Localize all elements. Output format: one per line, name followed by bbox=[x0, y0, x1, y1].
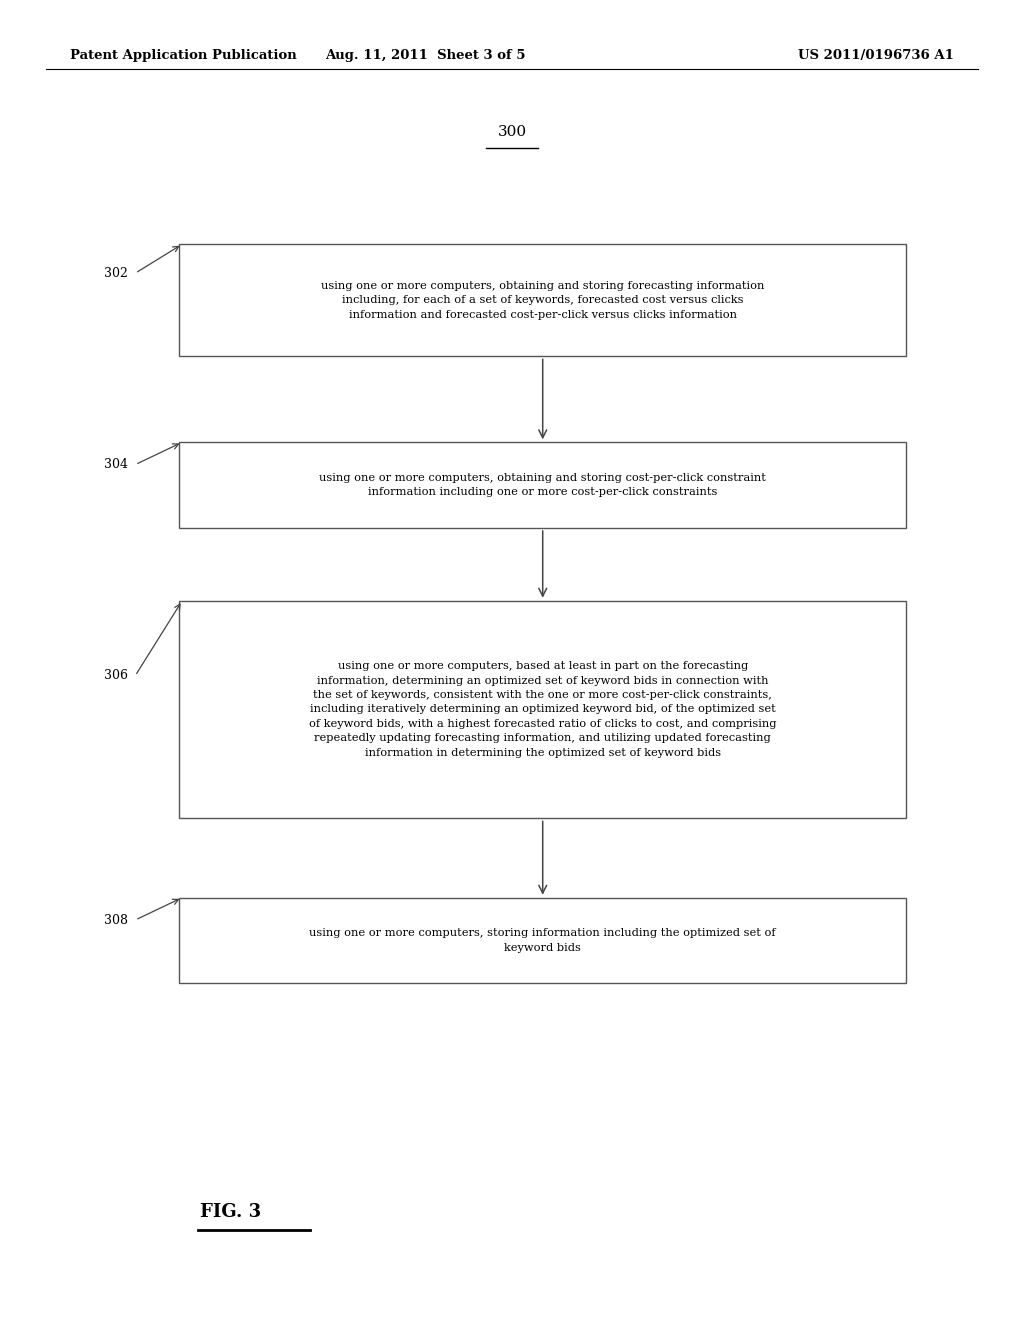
Text: 302: 302 bbox=[104, 267, 128, 280]
FancyBboxPatch shape bbox=[179, 244, 906, 356]
FancyBboxPatch shape bbox=[179, 601, 906, 818]
Text: FIG. 3: FIG. 3 bbox=[200, 1203, 261, 1221]
Text: 304: 304 bbox=[104, 458, 128, 471]
FancyBboxPatch shape bbox=[179, 442, 906, 528]
Text: Aug. 11, 2011  Sheet 3 of 5: Aug. 11, 2011 Sheet 3 of 5 bbox=[325, 49, 525, 62]
Text: 306: 306 bbox=[104, 669, 128, 682]
Text: using one or more computers, obtaining and storing forecasting information
inclu: using one or more computers, obtaining a… bbox=[322, 281, 764, 319]
Text: using one or more computers, storing information including the optimized set of
: using one or more computers, storing inf… bbox=[309, 928, 776, 953]
Text: Patent Application Publication: Patent Application Publication bbox=[70, 49, 296, 62]
Text: using one or more computers, obtaining and storing cost-per-click constraint
inf: using one or more computers, obtaining a… bbox=[319, 473, 766, 498]
FancyBboxPatch shape bbox=[179, 898, 906, 983]
Text: 308: 308 bbox=[104, 913, 128, 927]
Text: 300: 300 bbox=[498, 125, 526, 139]
Text: using one or more computers, based at least in part on the forecasting
informati: using one or more computers, based at le… bbox=[309, 661, 776, 758]
Text: US 2011/0196736 A1: US 2011/0196736 A1 bbox=[799, 49, 954, 62]
